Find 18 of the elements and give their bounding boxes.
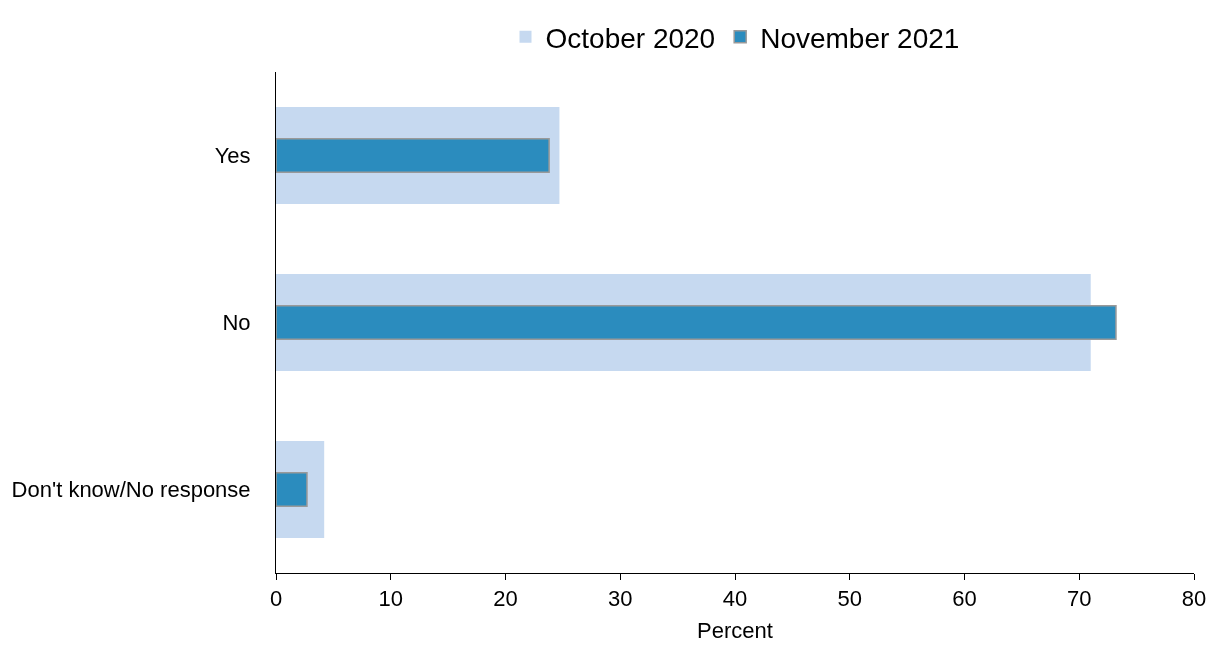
y-tick-label: No (222, 310, 251, 336)
x-tick-label: 20 (493, 586, 518, 612)
y-tick-label: Don't know/No response (11, 477, 251, 503)
bar (276, 305, 1117, 340)
x-tick-label: 40 (722, 586, 748, 612)
x-tick-label: 30 (608, 586, 633, 612)
x-tick-label: 50 (837, 586, 862, 612)
y-tick-label: Yes (214, 143, 251, 169)
x-tick-label: 60 (952, 586, 977, 612)
x-axis-title: Percent (697, 618, 773, 644)
x-tick-label: 80 (1181, 586, 1207, 612)
bar (276, 472, 308, 507)
x-tick-label: 70 (1067, 586, 1092, 612)
x-tick-label: 0 (269, 586, 283, 612)
legend-label: October 2020 (545, 22, 716, 54)
legend-label: November 2021 (760, 22, 960, 54)
x-tick-label: 10 (378, 586, 403, 612)
bar (276, 138, 550, 173)
